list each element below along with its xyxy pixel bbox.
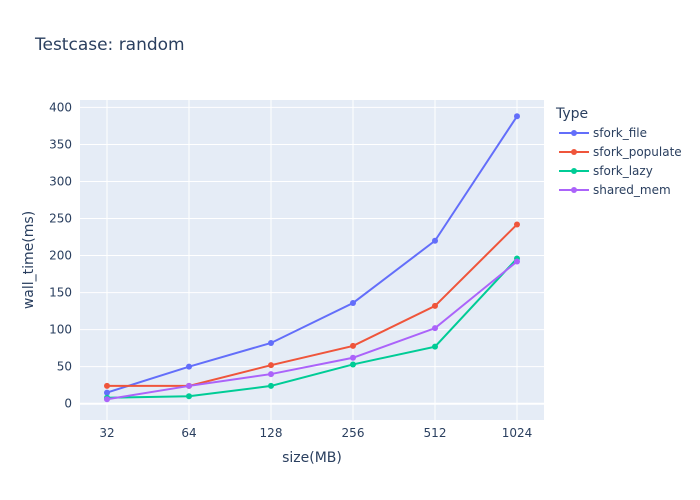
data-point [432,302,438,309]
x-axis-label: size(MB) [282,450,342,466]
legend: Type sfork_file sfork_populate sfork_lazys… [555,106,682,197]
legend-item-shared_mem[interactable]: shared_mem [559,183,671,197]
data-point [432,325,438,332]
x-axis-ticks: 32 64 128 256 512 1024 [99,426,532,440]
plot-area [80,100,544,420]
legend-marker [571,130,577,136]
x-tick-label: 32 [99,426,114,440]
data-point [186,393,192,400]
x-tick-label: 128 [260,426,283,440]
series-line [106,115,518,394]
y-tick-label: 150 [49,286,72,300]
y-tick-label: 300 [49,174,72,188]
data-point [186,363,192,370]
y-tick-label: 400 [49,100,72,114]
data-point [350,299,356,306]
legend-marker [571,149,577,155]
data-point [350,354,356,361]
x-tick-label: 512 [424,426,447,440]
data-point [350,342,356,349]
data-point [104,389,110,396]
series-shared_mem [104,258,520,403]
legend-item-sfork_populate[interactable]: sfork_populate [559,145,682,159]
x-tick-label: 1024 [502,426,533,440]
data-point [268,382,274,389]
chart-title: Testcase: random [34,35,185,55]
data-point [432,237,438,244]
legend-label: sfork_lazy [593,164,653,178]
legend-marker [571,187,577,193]
y-tick-label: 350 [49,137,72,151]
series-layer [104,113,520,403]
series-sfork_lazy [104,255,520,401]
data-point [104,382,110,389]
data-point [514,221,520,228]
data-point [432,343,438,350]
data-point [268,371,274,378]
y-tick-label: 200 [49,249,72,263]
legend-label: shared_mem [593,183,671,197]
y-tick-label: 250 [49,212,72,226]
y-axis-ticks: 0 50 100 150 200 250 300 350 400 [49,100,72,410]
legend-marker [571,168,577,174]
y-tick-label: 50 [57,360,72,374]
y-axis-label: wall_time(ms) [21,211,37,309]
series-line [106,257,518,399]
data-point [104,396,110,403]
legend-item-sfork_file[interactable]: sfork_file [559,126,647,140]
data-point [514,258,520,265]
y-tick-label: 100 [49,323,72,337]
x-tick-label: 256 [342,426,365,440]
legend-item-sfork_lazy[interactable]: sfork_lazy [559,164,653,178]
data-point [268,339,274,346]
series-line [107,223,518,387]
series-line [106,260,518,401]
legend-title: Type [555,106,588,122]
y-tick-label: 0 [64,397,72,411]
x-tick-label: 64 [181,426,196,440]
data-point [268,362,274,369]
data-point [514,113,520,120]
legend-label: sfork_file [593,126,647,140]
legend-label: sfork_populate [593,145,682,159]
data-point [186,382,192,389]
series-sfork_file [104,113,520,396]
data-point [350,361,356,368]
